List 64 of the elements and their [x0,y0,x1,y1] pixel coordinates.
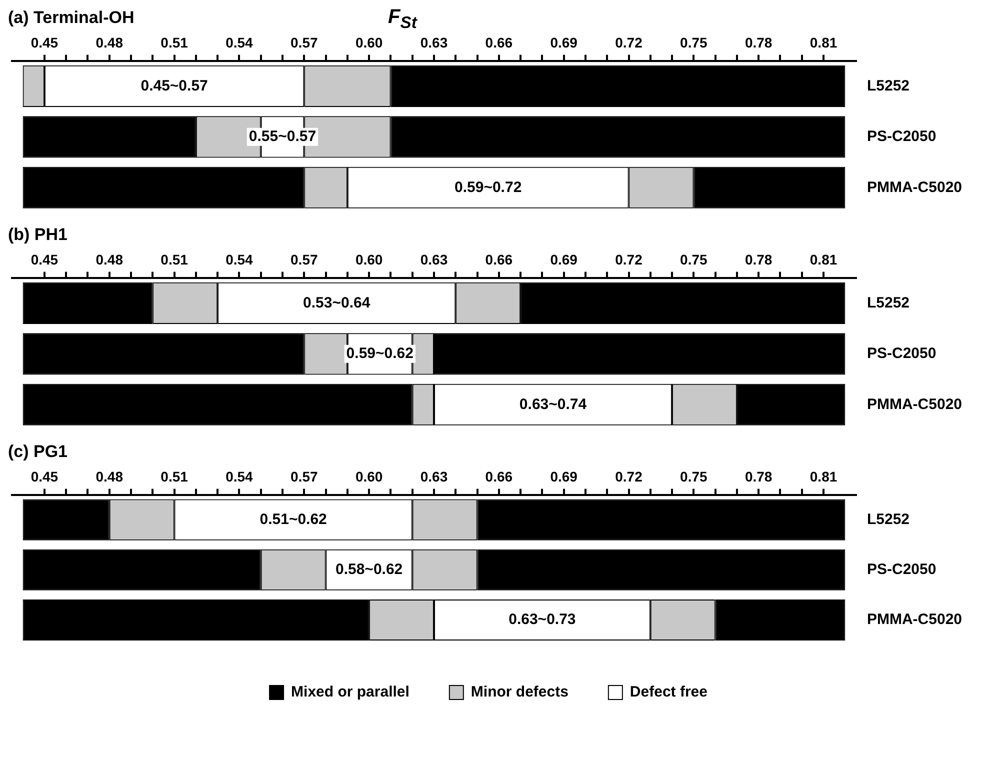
x-tick-label: 0.72 [615,468,643,484]
x-tick-label: 0.63 [420,468,448,484]
y-tick-label: PMMA-C5020 [866,178,962,196]
legend-label: Mixed or parallel [291,684,410,701]
x-tick-label: 0.54 [226,34,254,50]
x-axis-title: F$_{St}$ [388,6,417,33]
x-tick-label: 0.60 [355,251,383,268]
x-tick-label: 0.69 [550,468,578,484]
x-tick-label: 0.48 [96,468,124,484]
x-tick-label: 0.75 [680,251,708,268]
x-tick-label: 0.63 [420,251,448,268]
legend-label: Minor defects [470,684,568,701]
x-tick-label: 0.75 [680,34,708,50]
annotation: 0.63~0.73 [508,611,576,628]
annotation: 0.45~0.57 [140,77,208,94]
legend-label: Defect free [630,684,708,701]
x-tick-label: 0.81 [810,468,838,484]
x-tick-label: 0.75 [680,468,708,484]
x-tick-label: 0.57 [290,251,318,268]
x-tick-label: 0.66 [485,34,513,50]
x-tick-label: 0.78 [744,251,772,268]
x-tick-label: 0.54 [226,251,254,268]
x-tick-label: 0.51 [160,34,188,50]
x-tick-label: 0.72 [615,251,643,268]
y-tick-label: PS-C2050 [866,128,936,146]
annotation: 0.53~0.64 [303,294,371,312]
y-tick-label: PS-C2050 [866,561,936,578]
x-tick-label: 0.48 [96,34,124,50]
x-tick-label: 0.45 [30,251,58,268]
x-tick-label: 0.45 [30,34,58,50]
x-tick-label: 0.81 [810,34,838,50]
annotation: 0.55~0.57 [248,128,316,146]
x-tick-label: 0.81 [810,251,838,268]
y-tick-label: L5252 [866,294,910,312]
x-tick-label: 0.48 [96,251,124,268]
y-tick-label: L5252 [866,77,910,94]
x-tick-label: 0.45 [30,468,58,484]
y-tick-label: L5252 [866,510,910,528]
x-tick-label: 0.57 [290,468,318,484]
annotation: 0.58~0.62 [335,561,403,578]
y-tick-label: PMMA-C5020 [866,396,962,413]
x-tick-label: 0.51 [160,251,188,268]
x-tick-label: 0.63 [420,34,448,50]
y-tick-label: PS-C2050 [866,345,936,362]
y-tick-label: PMMA-C5020 [866,611,962,628]
annotation: 0.59~0.72 [454,178,522,196]
chart-title: (a) Terminal-OH [8,8,134,28]
x-tick-label: 0.66 [485,468,513,484]
annotation: 0.63~0.74 [519,396,588,413]
x-tick-label: 0.78 [744,34,772,50]
x-tick-label: 0.60 [355,468,383,484]
annotation: 0.59~0.62 [346,345,414,362]
x-tick-label: 0.57 [290,34,318,50]
x-tick-label: 0.69 [550,34,578,50]
x-tick-label: 0.60 [355,34,383,50]
x-tick-label: 0.78 [744,468,772,484]
x-tick-label: 0.69 [550,251,578,268]
chart-title: (c) PG1 [8,442,68,462]
x-tick-label: 0.66 [485,251,513,268]
annotation: 0.51~0.62 [260,510,327,528]
x-tick-label: 0.54 [226,468,254,484]
chart-title: (b) PH1 [8,225,68,245]
x-tick-label: 0.72 [615,34,643,50]
x-tick-label: 0.51 [160,468,188,484]
